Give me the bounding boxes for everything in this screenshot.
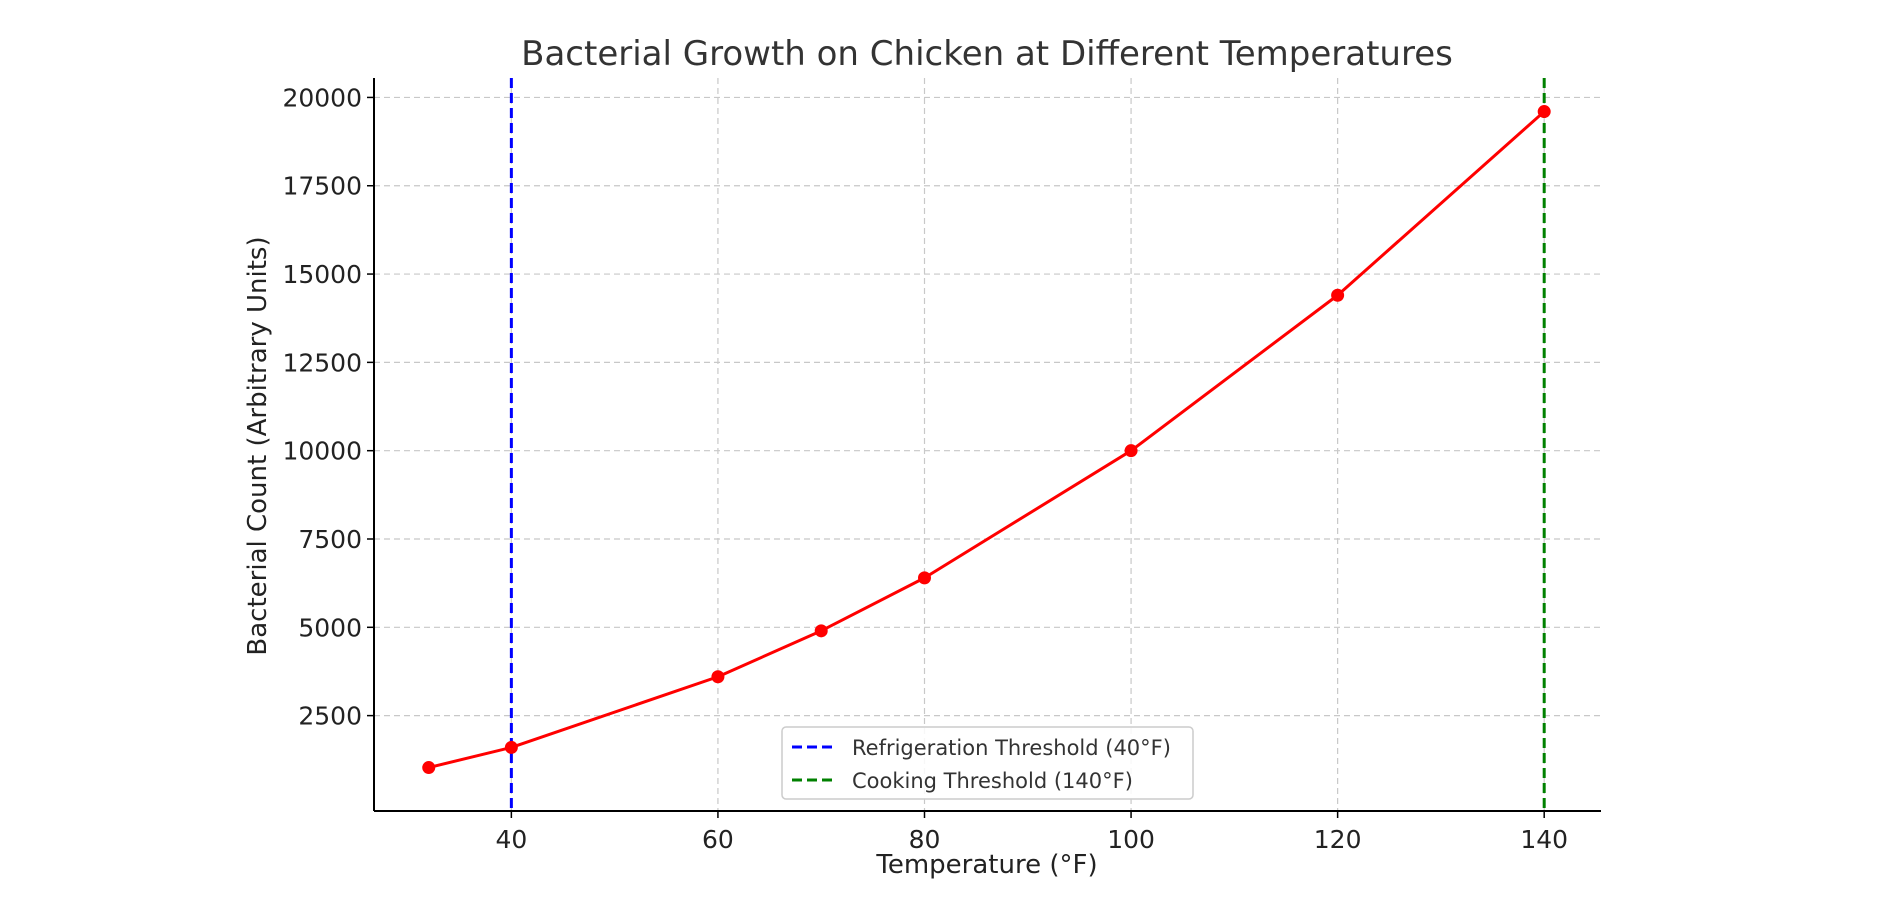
x-tick-label: 80 [909,825,941,854]
y-tick-label: 10000 [282,437,362,466]
x-tick-label: 60 [702,825,734,854]
data-point [504,740,518,754]
x-tick-label: 100 [1107,825,1155,854]
ticks: 40 60 80 100 120 140 2500 5000 7500 10000 12500 150… [282,83,1568,854]
y-tick-label: 2500 [298,702,362,731]
x-tick-label: 140 [1520,825,1568,854]
reference-lines [509,78,1546,811]
y-tick-label: 12500 [282,348,362,377]
y-tick-label: 5000 [298,613,362,642]
grid [374,78,1601,811]
data-point [422,761,436,775]
legend-box [781,726,1194,800]
y-tick-label: 20000 [282,83,362,112]
legend: Refrigeration Threshold (40°F) Cooking Th… [781,726,1194,800]
data-point [917,571,931,585]
data-point [1124,444,1138,458]
series [422,105,1551,775]
y-axis-label: Bacterial Count (Arbitrary Units) [243,236,273,655]
y-tick-label: 15000 [282,260,362,289]
y-tick-label: 7500 [298,525,362,554]
data-point [1537,105,1551,119]
data-point [1331,288,1345,302]
legend-label: Cooking Threshold (140°F) [852,769,1133,793]
y-tick-label: 17500 [282,172,362,201]
chart-title: Bacterial Growth on Chicken at Different… [521,34,1453,74]
data-point [711,670,725,684]
series-line [428,110,1546,770]
data-point [814,624,828,638]
x-tick-label: 40 [495,825,527,854]
x-axis-label: Temperature (°F) [875,850,1097,880]
x-tick-label: 120 [1314,825,1362,854]
axes [373,78,1601,812]
legend-label: Refrigeration Threshold (40°F) [852,736,1171,760]
